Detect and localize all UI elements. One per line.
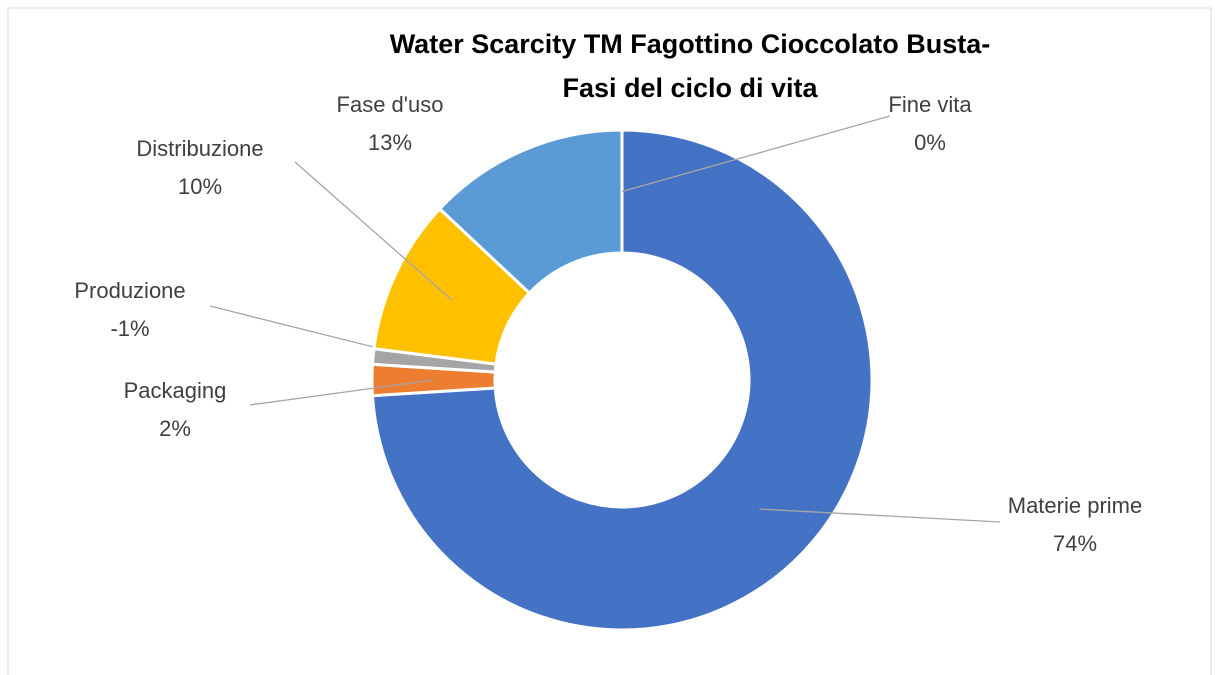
category-label: Produzione xyxy=(74,278,185,303)
slice xyxy=(437,128,624,296)
category-label: Fase d'uso xyxy=(337,92,444,117)
leader-line xyxy=(294,161,452,301)
category-label: Packaging xyxy=(124,378,227,403)
value-label: -1% xyxy=(110,316,149,341)
chart-border xyxy=(7,7,1212,675)
category-label: Fine vita xyxy=(888,92,972,117)
value-label: 10% xyxy=(178,174,222,199)
leader-line xyxy=(621,115,891,193)
category-label: Distribuzione xyxy=(136,136,263,161)
value-label: 0% xyxy=(914,130,946,155)
leader-line xyxy=(759,508,1001,523)
leader-line xyxy=(249,379,434,406)
value-label: 2% xyxy=(159,416,191,441)
slice xyxy=(370,128,874,632)
category-label: Materie prime xyxy=(1008,493,1142,518)
value-label: 74% xyxy=(1053,531,1097,556)
value-label: 13% xyxy=(368,130,412,155)
chart-title: Water Scarcity TM Fagottino Cioccolato B… xyxy=(389,29,991,103)
